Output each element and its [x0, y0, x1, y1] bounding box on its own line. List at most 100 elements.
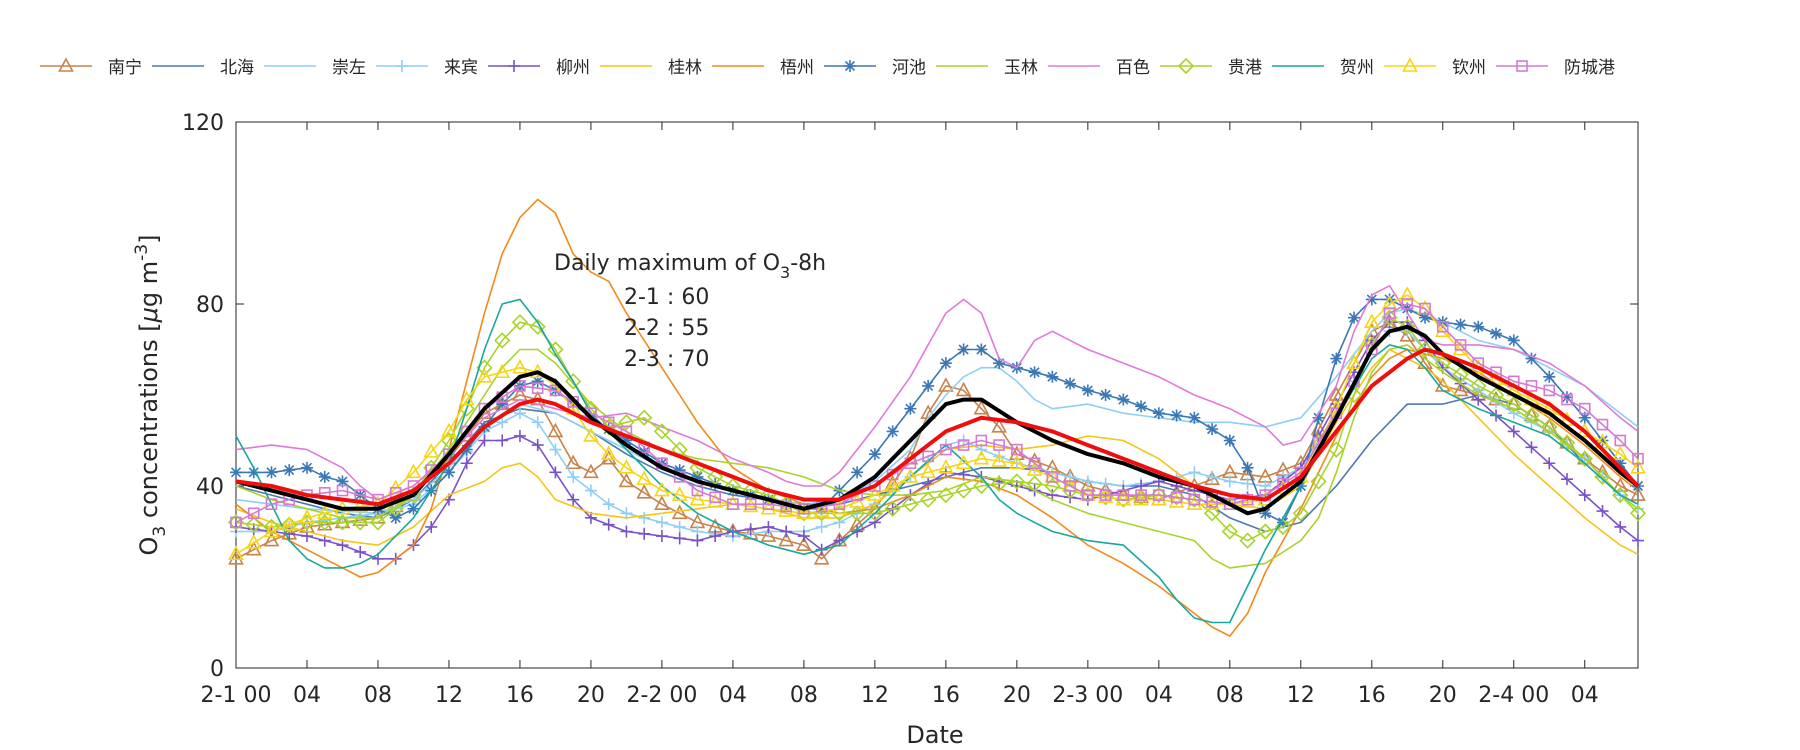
x-tick-label: 20	[1003, 683, 1031, 708]
y-tick-label: 120	[182, 111, 224, 136]
square-marker	[1082, 489, 1094, 501]
plus-marker	[513, 429, 526, 442]
legend-label: 北海	[220, 58, 254, 78]
star-marker	[815, 502, 828, 515]
x-tick-label: 12	[861, 683, 889, 708]
plus-marker	[1099, 477, 1112, 490]
triangle-marker	[245, 541, 262, 556]
legend-item-玉林: 玉林	[936, 58, 1038, 78]
star-marker	[1365, 293, 1378, 306]
diamond-marker	[1257, 523, 1274, 540]
plus-marker	[780, 525, 793, 538]
triangle-marker	[1402, 57, 1418, 72]
diamond-marker	[1434, 355, 1451, 372]
star-marker	[844, 60, 856, 72]
triangle-marker	[654, 481, 670, 497]
square-marker	[1365, 343, 1378, 356]
triangle-marker	[796, 504, 812, 520]
chart-legend: 南宁 北海 崇左 来宾 柳州 桂林 梧州 河池 玉林 百色 贵港 贺州 钦州 防城港	[40, 57, 1615, 78]
plus-marker	[1632, 534, 1644, 547]
plus-marker	[496, 416, 509, 429]
star-marker	[1277, 516, 1290, 529]
plus-marker	[549, 443, 562, 456]
legend-label: 来宾	[444, 58, 478, 78]
square-marker	[1596, 418, 1609, 431]
x-tick-label: 04	[293, 683, 321, 708]
triangle-marker	[991, 418, 1007, 433]
triangle-marker	[938, 377, 954, 392]
diamond-marker	[884, 500, 901, 517]
diamond-marker	[245, 516, 262, 533]
star-marker	[1028, 366, 1041, 379]
x-tick-label: 2-2 00	[626, 683, 697, 708]
legend-label: 钦州	[1452, 58, 1486, 78]
y-tick-label: 0	[210, 657, 224, 682]
legend-item-百色: 百色	[1048, 58, 1150, 78]
diamond-marker	[352, 514, 369, 531]
star-marker	[691, 470, 704, 483]
square-marker	[957, 439, 970, 451]
triangle-marker	[1009, 454, 1025, 470]
square-marker	[1064, 480, 1076, 492]
square-marker	[1614, 434, 1627, 447]
triangle-marker	[263, 531, 280, 547]
diamond-marker	[1576, 450, 1593, 467]
diamond-marker	[1026, 475, 1043, 492]
diamond-marker	[1044, 477, 1061, 495]
diamond-marker	[1399, 318, 1416, 335]
x-tick-label: 08	[364, 683, 392, 708]
star-marker	[904, 402, 917, 415]
legend-item-贺州: 贺州	[1272, 58, 1374, 78]
series-line	[235, 294, 1639, 555]
square-marker	[1401, 298, 1414, 310]
plus-marker	[655, 530, 668, 543]
diamond-marker	[1416, 341, 1434, 358]
star-marker	[318, 470, 331, 483]
triangle-marker	[920, 463, 936, 479]
square-marker	[478, 402, 491, 415]
star-marker	[922, 379, 935, 392]
x-tick-label: 08	[1216, 683, 1244, 708]
triangle-marker	[228, 545, 244, 561]
diamond-marker	[494, 332, 511, 349]
series-玉林	[235, 344, 1639, 569]
star-marker	[531, 375, 544, 388]
annotation-box: Daily maximum of O3-8h 2-1 : 60 2-2 : 55…	[554, 251, 826, 372]
square-marker	[1632, 452, 1644, 465]
star-marker	[1472, 320, 1485, 333]
star-marker	[1206, 423, 1219, 436]
triangle-marker	[512, 359, 528, 374]
star-marker	[230, 466, 242, 479]
triangle-marker	[689, 490, 706, 506]
x-tick-label: 2-3 00	[1052, 683, 1123, 708]
star-marker	[975, 343, 988, 356]
star-marker	[389, 511, 402, 524]
triangle-marker	[760, 527, 777, 542]
legend-item-钦州: 钦州	[1384, 57, 1486, 78]
triangle-marker	[1204, 495, 1220, 511]
plus-marker	[396, 60, 408, 72]
diamond-marker	[440, 432, 458, 449]
series-line	[235, 344, 1639, 569]
legend-item-崇左: 崇左	[264, 58, 366, 78]
square-marker	[1028, 457, 1041, 470]
square-marker	[940, 443, 952, 456]
square-marker	[1153, 489, 1165, 501]
series-line	[235, 347, 1640, 507]
triangle-marker	[778, 502, 794, 517]
diamond-marker	[458, 400, 475, 417]
plus-marker	[425, 520, 438, 533]
star-marker	[247, 466, 260, 479]
triangle-marker	[1630, 459, 1646, 474]
star-marker	[1330, 352, 1343, 365]
star-marker	[1507, 334, 1520, 347]
star-marker	[1383, 293, 1396, 306]
diamond-marker	[1221, 523, 1238, 540]
x-tick-label: 08	[790, 683, 818, 708]
square-marker	[531, 382, 544, 394]
star-marker	[442, 466, 455, 479]
triangle-marker	[1080, 477, 1096, 492]
diamond-marker	[369, 514, 387, 531]
square-marker	[1117, 489, 1130, 501]
legend-label: 玉林	[1004, 58, 1038, 78]
